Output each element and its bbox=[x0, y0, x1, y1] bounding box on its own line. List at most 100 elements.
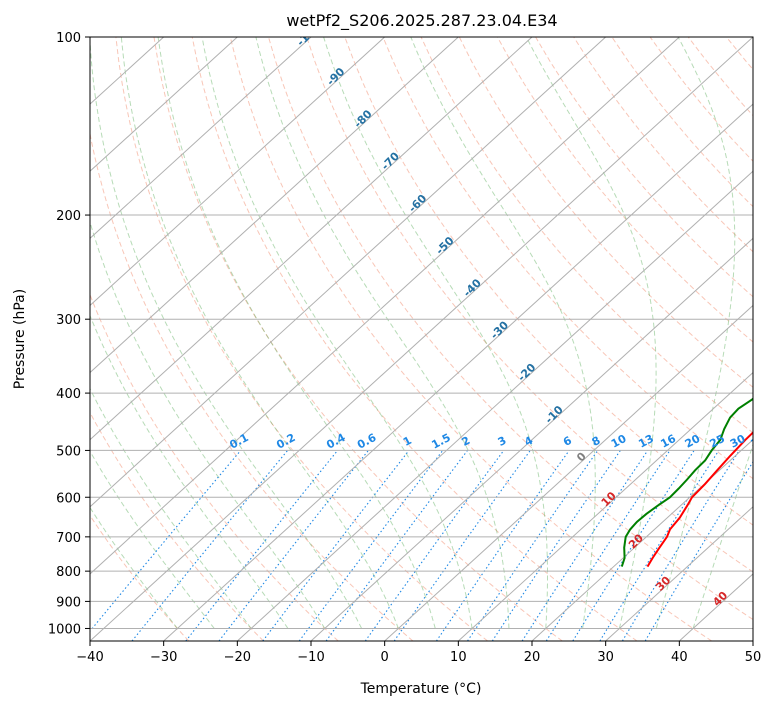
temperature-line bbox=[646, 431, 753, 568]
mixing-ratio-line bbox=[218, 450, 369, 641]
dry-adiabat-line bbox=[765, 37, 775, 641]
isotherm-line bbox=[163, 103, 753, 641]
isotherm-line bbox=[384, 304, 753, 641]
isotherm-label: -60 bbox=[406, 192, 429, 215]
dry-adiabat-line bbox=[535, 37, 753, 298]
isotherm-label: -40 bbox=[461, 276, 484, 299]
mixing-ratio-label: 0.4 bbox=[324, 431, 348, 452]
isotherm-line bbox=[752, 640, 753, 641]
moist-adiabat-line bbox=[90, 37, 363, 629]
dry-adiabat-line bbox=[344, 37, 753, 526]
y-tick-label: 100 bbox=[56, 31, 81, 46]
x-tick-label: 20 bbox=[524, 650, 541, 665]
dry-adiabats bbox=[90, 37, 775, 641]
mixing-ratio-label: 0.1 bbox=[227, 431, 250, 452]
moist-adiabat-line bbox=[410, 37, 596, 629]
mixing-ratio-lines bbox=[90, 450, 753, 641]
moist-adiabat-line bbox=[655, 37, 736, 629]
moist-adiabat-line bbox=[90, 450, 215, 629]
profile-series bbox=[620, 397, 753, 568]
isotherm-label: 30 bbox=[653, 573, 673, 593]
isotherm-line bbox=[90, 37, 680, 575]
moist-adiabat-line bbox=[90, 506, 178, 629]
moist-adiabat-line bbox=[120, 37, 399, 629]
isotherm-label: 10 bbox=[599, 489, 619, 509]
mixing-ratio-line bbox=[599, 450, 720, 641]
mixing-ratio-line bbox=[467, 450, 599, 641]
moist-adiabat-line bbox=[525, 37, 657, 629]
isotherm-label: -80 bbox=[351, 107, 374, 130]
plot-area: -100-90-80-70-60-50-40-30-20-10010203040… bbox=[90, 20, 775, 641]
mixing-ratio-line bbox=[262, 450, 410, 641]
mixing-ratio-label: 0.2 bbox=[274, 431, 297, 452]
x-tick-label: −40 bbox=[76, 650, 103, 665]
isotherm-line bbox=[90, 37, 312, 240]
pressure-gridlines bbox=[90, 37, 753, 629]
dry-adiabat-line bbox=[573, 37, 753, 253]
x-tick-label: 40 bbox=[671, 650, 688, 665]
dry-adiabat-line bbox=[611, 37, 753, 208]
isotherm-line bbox=[605, 506, 753, 641]
isotherm-line bbox=[457, 371, 753, 641]
isotherm-label: 20 bbox=[626, 531, 646, 551]
y-axis-label: Pressure (hPa) bbox=[12, 289, 28, 389]
isotherm-line bbox=[90, 37, 607, 508]
axes-frame bbox=[89, 36, 754, 642]
y-tick-label: 700 bbox=[56, 531, 81, 546]
isotherm-line bbox=[236, 170, 753, 641]
mixing-ratio-line bbox=[621, 450, 740, 641]
moist-adiabat-line bbox=[692, 443, 753, 629]
isotherm-line bbox=[90, 37, 533, 441]
mixing-ratio-line bbox=[325, 450, 468, 641]
mixing-ratio-line bbox=[185, 450, 339, 641]
dry-adiabat-line bbox=[153, 37, 563, 641]
mixing-ratio-line bbox=[298, 450, 444, 641]
x-tick-label: 30 bbox=[597, 650, 614, 665]
dry-adiabat-line bbox=[687, 37, 753, 117]
moist-adiabat-line bbox=[157, 37, 436, 629]
isotherm-label: 40 bbox=[710, 589, 730, 609]
moist-adiabats bbox=[90, 37, 753, 629]
isotherms bbox=[90, 37, 753, 641]
mixing-ratio-label: 8 bbox=[590, 434, 603, 449]
mixing-ratio-line bbox=[521, 450, 649, 641]
mixing-ratio-line bbox=[572, 450, 695, 641]
isotherm-line bbox=[310, 237, 753, 641]
mixing-ratio-line bbox=[435, 450, 570, 641]
isotherm-label: -20 bbox=[515, 361, 538, 384]
dry-adiabat-line bbox=[268, 37, 753, 621]
mixing-ratio-label: 16 bbox=[658, 432, 678, 451]
mixing-ratio-label: 25 bbox=[707, 432, 727, 451]
isotherm-label: -10 bbox=[543, 403, 566, 426]
chart-title: wetPf2_S206.2025.287.23.04.E34 bbox=[286, 11, 557, 31]
y-tick-label: 600 bbox=[56, 491, 81, 506]
dry-adiabat-line bbox=[229, 37, 712, 641]
moist-adiabat-line bbox=[90, 220, 326, 629]
dewpoint-line bbox=[620, 397, 753, 567]
dry-adiabat-line bbox=[115, 37, 488, 641]
y-tick-label: 500 bbox=[56, 444, 81, 459]
mixing-ratio-label: 10 bbox=[609, 432, 629, 451]
dry-adiabat-line bbox=[726, 37, 753, 71]
isotherm-line bbox=[531, 438, 753, 641]
isotherm-label: -100 bbox=[294, 20, 323, 49]
mixing-ratio-label: 36 bbox=[749, 432, 769, 451]
mixing-ratio-label: 20 bbox=[683, 432, 703, 451]
dry-adiabat-line bbox=[496, 37, 753, 343]
moist-adiabat-line bbox=[201, 37, 473, 629]
mixing-ratio-line bbox=[90, 450, 242, 632]
isotherm-line bbox=[90, 37, 238, 172]
dry-adiabat-line bbox=[90, 411, 264, 641]
mixing-ratio-label: 30 bbox=[728, 432, 748, 451]
moist-adiabat-line bbox=[90, 387, 252, 629]
mixing-ratio-line bbox=[364, 450, 505, 641]
y-tick-label: 300 bbox=[56, 313, 81, 328]
moist-adiabat-line bbox=[90, 314, 289, 629]
moist-adiabat-line bbox=[323, 37, 548, 629]
y-tick-label: 800 bbox=[56, 565, 81, 580]
x-tick-label: −10 bbox=[297, 650, 324, 665]
moist-adiabat-line bbox=[255, 37, 510, 629]
y-tick-label: 1000 bbox=[48, 622, 81, 637]
